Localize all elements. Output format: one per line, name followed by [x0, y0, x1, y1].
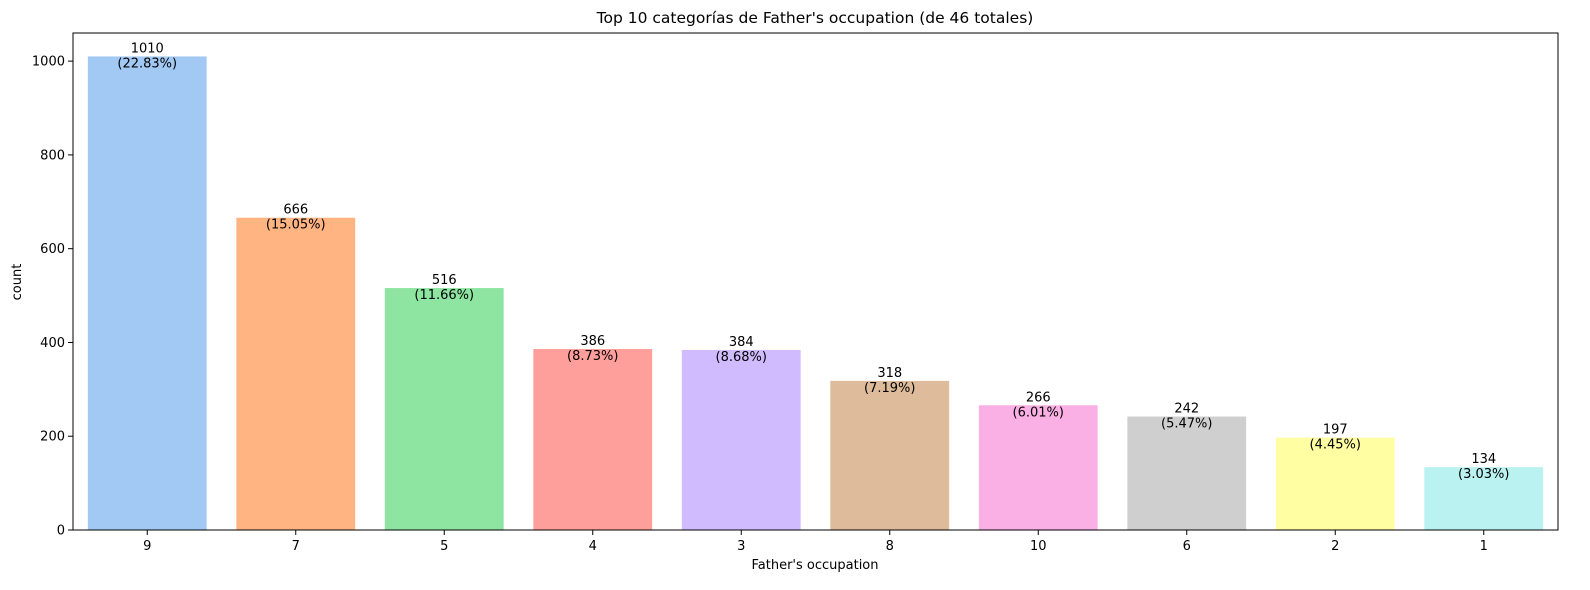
bar-value-label-1: 134 — [1471, 452, 1496, 467]
y-tick-label-200: 200 — [40, 430, 65, 445]
bar-value-label-8: 318 — [877, 366, 902, 381]
bar-percent-label-5: (11.66%) — [414, 288, 474, 303]
x-tick-label-8: 8 — [886, 539, 894, 554]
bar-percent-label-1: (3.03%) — [1458, 467, 1509, 482]
bar-9 — [87, 56, 207, 531]
bar-2 — [1275, 437, 1395, 530]
bar-percent-label-9: (22.83%) — [117, 56, 177, 71]
bar-value-label-3: 384 — [729, 335, 754, 350]
x-axis-label: Father's occupation — [751, 558, 878, 573]
bar-4 — [533, 349, 653, 530]
bar-labels-layer: 1010(22.83%)666(15.05%)516(11.66%)386(8.… — [117, 41, 1509, 482]
x-tick-label-10: 10 — [1030, 539, 1047, 554]
bar-percent-label-2: (4.45%) — [1310, 438, 1361, 453]
bars-layer — [87, 56, 1544, 531]
bar-value-label-5: 516 — [432, 273, 457, 288]
plot-frame — [72, 32, 1559, 531]
chart-title: Top 10 categorías de Father's occupation… — [596, 9, 1034, 27]
y-axis-label: count — [10, 264, 25, 301]
bar-10 — [978, 405, 1098, 530]
bar-value-label-4: 386 — [580, 334, 605, 349]
x-tick-label-6: 6 — [1183, 539, 1191, 554]
bar-8 — [830, 380, 950, 530]
x-tick-label-2: 2 — [1331, 539, 1339, 554]
bar-value-label-9: 1010 — [131, 41, 164, 56]
bar-3 — [681, 349, 801, 530]
bar-percent-label-6: (5.47%) — [1161, 417, 1212, 432]
bar-value-label-6: 242 — [1174, 402, 1199, 417]
bar-percent-label-7: (15.05%) — [266, 218, 326, 233]
y-tick-label-600: 600 — [40, 242, 65, 257]
bar-value-label-2: 197 — [1323, 423, 1348, 438]
x-axis: 9 7 5 4 3 8 10 6 2 1 — [143, 530, 1488, 554]
bar-5 — [384, 288, 504, 530]
x-tick-label-9: 9 — [143, 539, 151, 554]
x-tick-label-5: 5 — [440, 539, 448, 554]
x-tick-label-3: 3 — [737, 539, 745, 554]
y-tick-label-1000: 1000 — [32, 55, 65, 70]
bar-7 — [236, 217, 356, 531]
bar-value-label-10: 266 — [1026, 390, 1051, 405]
bar-6 — [1127, 416, 1247, 530]
x-tick-label-1: 1 — [1480, 539, 1488, 554]
y-axis: 0 200 400 600 800 1000 — [32, 55, 73, 539]
bar-percent-label-8: (7.19%) — [864, 381, 915, 396]
bar-percent-label-4: (8.73%) — [567, 349, 618, 364]
bar-1 — [1424, 467, 1544, 530]
y-tick-label-800: 800 — [40, 148, 65, 163]
y-tick-label-0: 0 — [57, 524, 65, 539]
x-tick-label-7: 7 — [292, 539, 300, 554]
bar-percent-label-3: (8.68%) — [716, 350, 767, 365]
bar-value-label-7: 666 — [283, 203, 308, 218]
y-tick-label-400: 400 — [40, 336, 65, 351]
x-tick-label-4: 4 — [589, 539, 597, 554]
bar-percent-label-10: (6.01%) — [1013, 405, 1064, 420]
